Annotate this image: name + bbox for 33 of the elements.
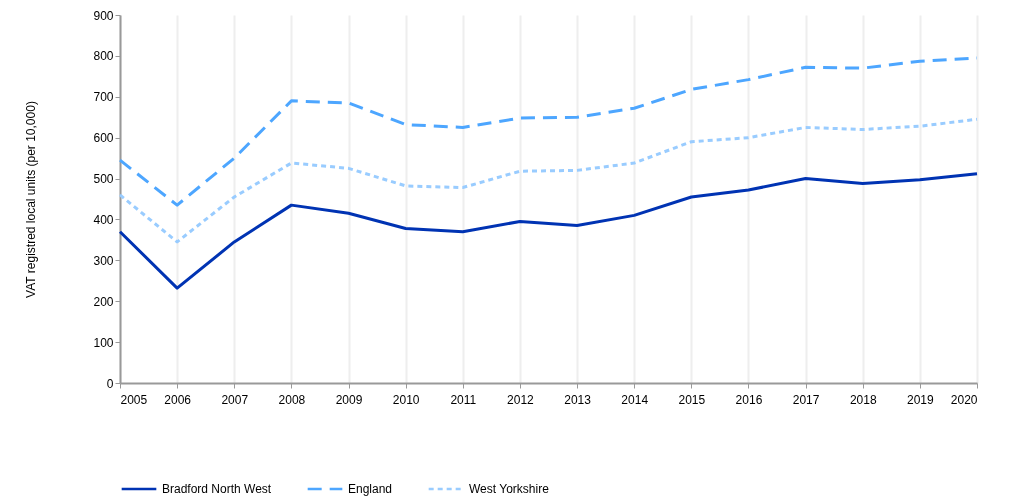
y-tick-label: 200: [93, 294, 114, 309]
y-tick-label: 300: [93, 253, 114, 268]
x-tick-label: 2012: [507, 392, 535, 407]
x-tick-label: 2007: [221, 392, 249, 407]
y-tick-label: 800: [93, 49, 114, 64]
legend-label: Bradford North West: [162, 482, 272, 496]
x-tick-label: 2020: [950, 392, 978, 407]
x-tick-label: 2017: [792, 392, 820, 407]
x-tick-label: 2015: [678, 392, 706, 407]
x-tick-label: 2009: [335, 392, 363, 407]
y-tick-label: 900: [93, 8, 114, 23]
x-tick-label: 2011: [450, 392, 477, 407]
line-series: [118, 56, 979, 207]
x-tick-label: 2013: [564, 392, 592, 407]
x-tick-label: 2016: [735, 392, 763, 407]
y-axis-title: VAT registred local units (per 10,000): [24, 101, 39, 298]
legend-label: West Yorkshire: [469, 482, 550, 496]
x-tick-label: 2008: [278, 392, 306, 407]
x-tick-label: 2005: [120, 392, 148, 407]
line-series: [118, 172, 979, 290]
x-tick-label: 2018: [849, 392, 877, 407]
y-tick-label: 500: [93, 172, 114, 187]
y-tick-label: 0: [106, 376, 114, 391]
line-series: [118, 117, 979, 244]
y-tick-label: 100: [93, 335, 114, 350]
legend-label: England: [348, 482, 393, 496]
x-tick-label: 2006: [164, 392, 192, 407]
y-tick-label: 700: [93, 90, 114, 105]
y-tick-label: 400: [93, 212, 114, 227]
x-tick-label: 2019: [907, 392, 935, 407]
x-tick-label: 2014: [621, 392, 649, 407]
x-tick-label: 2010: [392, 392, 420, 407]
y-tick-label: 600: [93, 131, 114, 146]
